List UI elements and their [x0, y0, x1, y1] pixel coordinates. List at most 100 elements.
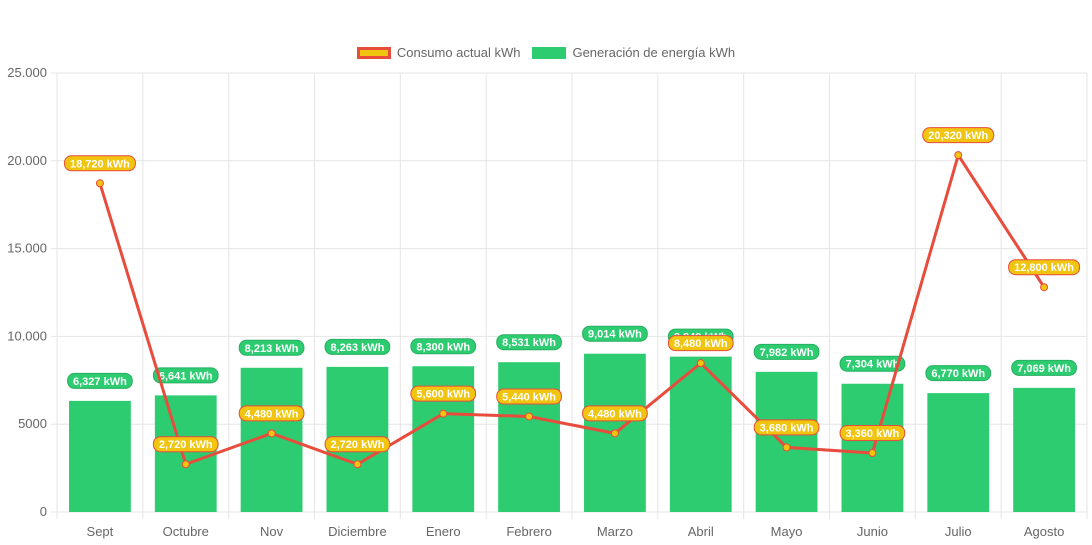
line-data-label-text: 3,360 kWh	[846, 428, 900, 440]
y-tick-label: 20.000	[7, 153, 47, 168]
line-data-label-text: 4,480 kWh	[588, 408, 642, 420]
bar-generacion	[69, 400, 131, 512]
line-point-consumo	[696, 359, 705, 368]
bar-data-label-text: 7,069 kWh	[1017, 363, 1071, 375]
legend-swatch-consumo	[356, 46, 391, 59]
line-point-consumo	[353, 460, 362, 469]
bar-data-label: 6,770 kWh	[925, 365, 992, 382]
legend-item-generacion[interactable]: Generación de energía kWh	[532, 45, 735, 60]
line-point-consumo	[1040, 283, 1049, 292]
bar-data-label: 8,300 kWh	[410, 338, 477, 355]
bar-generacion	[1013, 387, 1075, 512]
line-point-consumo	[267, 429, 276, 438]
bar-data-label-bg	[67, 372, 133, 389]
line-data-label: 3,360 kWh	[839, 424, 906, 441]
bar-data-label-text: 6,641 kWh	[159, 370, 213, 382]
bar-data-label-text: 7,304 kWh	[846, 359, 900, 371]
line-data-label: 5,440 kWh	[496, 388, 562, 405]
bar-data-label: 7,304 kWh	[839, 355, 906, 372]
bar-data-label-text: 6,327 kWh	[73, 376, 127, 388]
bar-data-label-text: 8,213 kWh	[245, 343, 299, 355]
line-consumo	[98, 151, 1046, 467]
legend-label-consumo: Consumo actual kWh	[396, 45, 521, 60]
line-data-label-bg	[753, 419, 820, 436]
line-data-label-text: 18,720 kWh	[70, 158, 130, 170]
y-tick-label: 15.000	[7, 241, 47, 256]
line-data-label: 12,800 kWh	[1008, 259, 1081, 276]
line-data-label: 4,480 kWh	[238, 405, 305, 422]
line-data-label-text: 3,680 kWh	[760, 422, 814, 434]
x-tick-label: Diciembre	[328, 524, 387, 539]
bar-data-label-text: 8,531 kWh	[502, 337, 556, 349]
line-point-consumo	[954, 151, 963, 160]
bar-data-label-bg	[1011, 359, 1077, 376]
line-data-label-bg	[324, 436, 391, 453]
line-data-label-text: 5,440 kWh	[502, 391, 556, 403]
x-tick-label: Sept	[87, 524, 114, 539]
line-data-label-text: 2,720 kWh	[331, 439, 385, 451]
line-point-consumo	[610, 429, 619, 438]
bar-data-label-bg	[238, 339, 305, 356]
legend-swatch-generacion	[532, 46, 567, 59]
bar-data-label: 7,982 kWh	[753, 343, 820, 360]
line-data-label: 8,480 kWh	[667, 335, 734, 352]
bar-generacion	[498, 362, 560, 512]
x-tick-label: Enero	[426, 524, 461, 539]
line-data-label: 2,720 kWh	[152, 436, 219, 453]
y-tick-label: 0	[40, 504, 47, 519]
line-data-label-bg	[410, 385, 477, 402]
x-tick-label: Marzo	[597, 524, 633, 539]
line-data-label-text: 12,800 kWh	[1014, 262, 1074, 274]
line-data-label-text: 4,480 kWh	[245, 408, 299, 420]
legend-label-generacion: Generación de energía kWh	[572, 45, 736, 60]
line-data-label: 5,600 kWh	[410, 385, 477, 402]
x-tick-label: Abril	[688, 524, 714, 539]
bar-generacion	[154, 395, 217, 512]
line-point-consumo	[439, 409, 448, 418]
legend-item-consumo[interactable]: Consumo actual kWh	[356, 45, 521, 60]
bar-data-label-bg	[410, 338, 477, 355]
line-data-label-bg	[1008, 259, 1081, 276]
bar-data-label-bg	[582, 325, 648, 342]
x-tick-label: Agosto	[1024, 524, 1064, 539]
chart-legend: Consumo actual kWh Generación de energía…	[0, 45, 1092, 60]
line-point-consumo	[95, 179, 104, 188]
bar-data-label: 8,531 kWh	[496, 334, 562, 351]
line-data-label-bg	[667, 335, 734, 352]
bar-data-label-text: 8,263 kWh	[331, 342, 385, 354]
line-data-label-bg	[839, 424, 906, 441]
line-data-label-text: 5,600 kWh	[416, 389, 470, 401]
line-data-label-text: 8,480 kWh	[674, 338, 728, 350]
bar-data-label: 8,263 kWh	[324, 338, 391, 355]
bar-data-label: 8,213 kWh	[238, 339, 305, 356]
bar-data-label-bg	[925, 365, 992, 382]
x-tick-label: Mayo	[771, 524, 803, 539]
line-point-consumo	[782, 443, 791, 452]
line-data-label-bg	[582, 405, 648, 422]
line-point-consumo	[181, 460, 190, 469]
bar-data-label-text: 9,014 kWh	[588, 329, 642, 341]
bar-generacion	[927, 393, 990, 512]
bar-data-label: 9,014 kWh	[582, 325, 648, 342]
bar-data-label-bg	[753, 343, 820, 360]
line-data-label: 18,720 kWh	[63, 155, 136, 172]
bar-data-label-bg	[496, 334, 562, 351]
bar-data-label-bg	[324, 338, 391, 355]
line-data-label-text: 2,720 kWh	[159, 439, 213, 451]
y-tick-label: 25.000	[7, 65, 47, 80]
bar-generacion	[755, 371, 818, 512]
bar-data-label-bg	[839, 355, 906, 372]
line-data-label: 20,320 kWh	[922, 127, 995, 144]
line-data-label: 2,720 kWh	[324, 436, 391, 453]
line-data-label-bg	[922, 127, 995, 144]
line-data-label: 3,680 kWh	[753, 419, 820, 436]
line-point-consumo	[868, 448, 877, 457]
line-data-label-bg	[496, 388, 562, 405]
line-data-label-bg	[238, 405, 305, 422]
x-tick-label: Nov	[260, 524, 284, 539]
bar-data-label-text: 7,982 kWh	[760, 347, 814, 359]
line-data-label-bg	[63, 155, 136, 172]
bar-data-label: 6,327 kWh	[67, 372, 133, 389]
line-data-label-bg	[152, 436, 219, 453]
